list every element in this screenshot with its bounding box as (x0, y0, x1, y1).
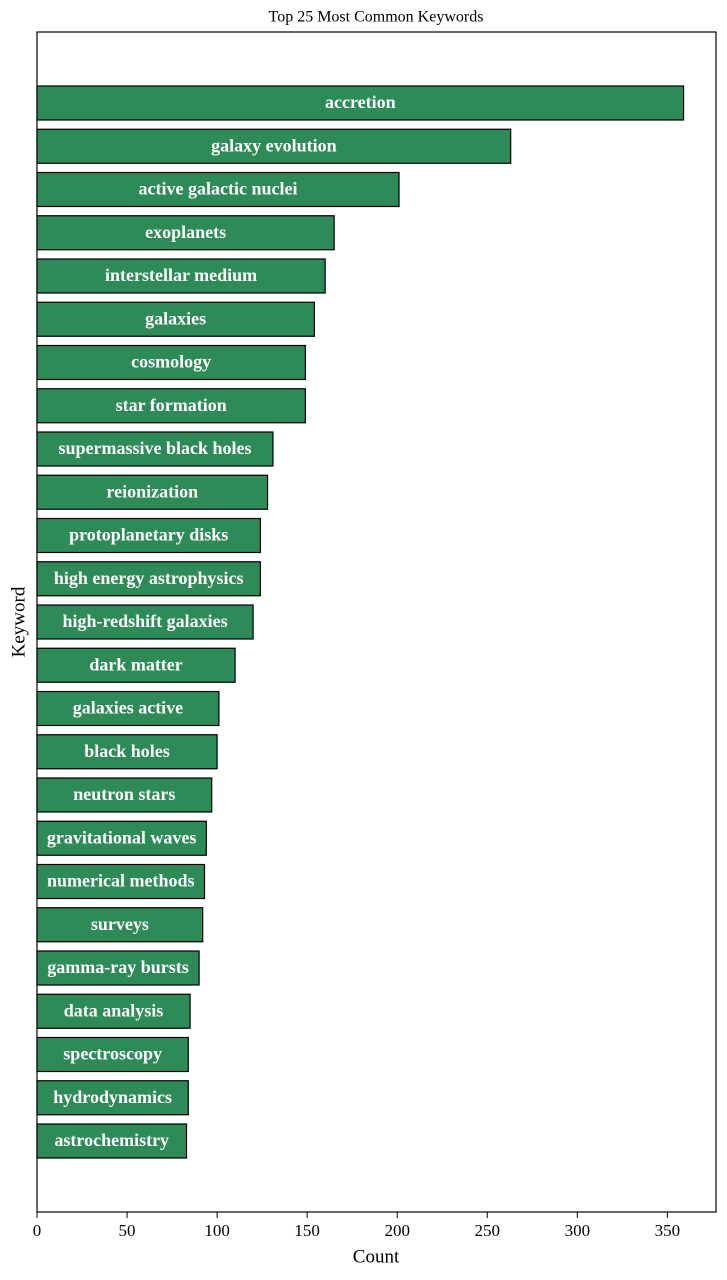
bar-label: gravitational waves (47, 827, 196, 847)
bar-label: surveys (91, 914, 149, 934)
x-tick-label: 100 (204, 1221, 230, 1240)
bar (36, 734, 218, 770)
x-tick-label: 300 (565, 1221, 591, 1240)
x-tick-label: 350 (655, 1221, 681, 1240)
bar-label: high-redshift galaxies (62, 611, 227, 631)
chart-title: Top 25 Most Common Keywords (269, 9, 484, 26)
bar-label: hydrodynamics (53, 1087, 172, 1107)
x-axis-label: Count (353, 1246, 400, 1267)
bar (36, 128, 512, 164)
bar (36, 258, 326, 294)
bar-label: neutron stars (73, 784, 175, 804)
bar (36, 1080, 189, 1116)
bar-label: protoplanetary disks (69, 525, 228, 545)
bar-label: cosmology (131, 352, 211, 372)
x-tick-label: 200 (384, 1221, 410, 1240)
bar-label: numerical methods (47, 871, 195, 891)
x-tick-label: 50 (119, 1221, 136, 1240)
bar-label: interstellar medium (105, 265, 257, 285)
bar-label: high energy astrophysics (54, 568, 244, 588)
bar (36, 950, 200, 986)
bar-label: supermassive black holes (58, 438, 251, 458)
bar-label: exoplanets (145, 222, 226, 242)
bar (36, 863, 206, 900)
bar (36, 301, 315, 337)
bar (36, 215, 335, 251)
bar-label: accretion (325, 92, 396, 112)
bar (36, 388, 306, 424)
bar-label: star formation (116, 395, 227, 415)
bar-label: galaxies (145, 308, 206, 328)
bar (36, 907, 204, 943)
bar (36, 690, 220, 727)
y-axis-label: Keyword (8, 586, 29, 657)
bar-label: astrochemistry (54, 1130, 169, 1150)
bar (36, 1036, 189, 1073)
bar-label: galaxies active (73, 698, 183, 718)
bar (36, 517, 261, 554)
bar-label: gamma-ray bursts (47, 957, 189, 977)
bar (36, 85, 685, 121)
bar (36, 171, 400, 208)
bar (36, 820, 207, 856)
bar (36, 777, 213, 813)
x-tick-label: 150 (294, 1221, 320, 1240)
bar-label: spectroscopy (63, 1044, 162, 1064)
x-tick-label: 0 (33, 1221, 42, 1240)
bar-label: data analysis (64, 1000, 164, 1020)
bar-label: dark matter (89, 654, 182, 674)
bar-label: reionization (106, 481, 198, 501)
bar-label: galaxy evolution (211, 135, 337, 155)
bar (36, 344, 306, 381)
bar (36, 431, 274, 467)
bar (36, 647, 236, 683)
bar (36, 1123, 188, 1159)
bar (36, 561, 261, 597)
bar (36, 604, 254, 640)
bar-label: black holes (84, 741, 170, 761)
x-tick-label: 250 (475, 1221, 501, 1240)
bar (36, 474, 269, 510)
bar-label: active galactic nuclei (139, 179, 298, 199)
bar (36, 993, 191, 1029)
